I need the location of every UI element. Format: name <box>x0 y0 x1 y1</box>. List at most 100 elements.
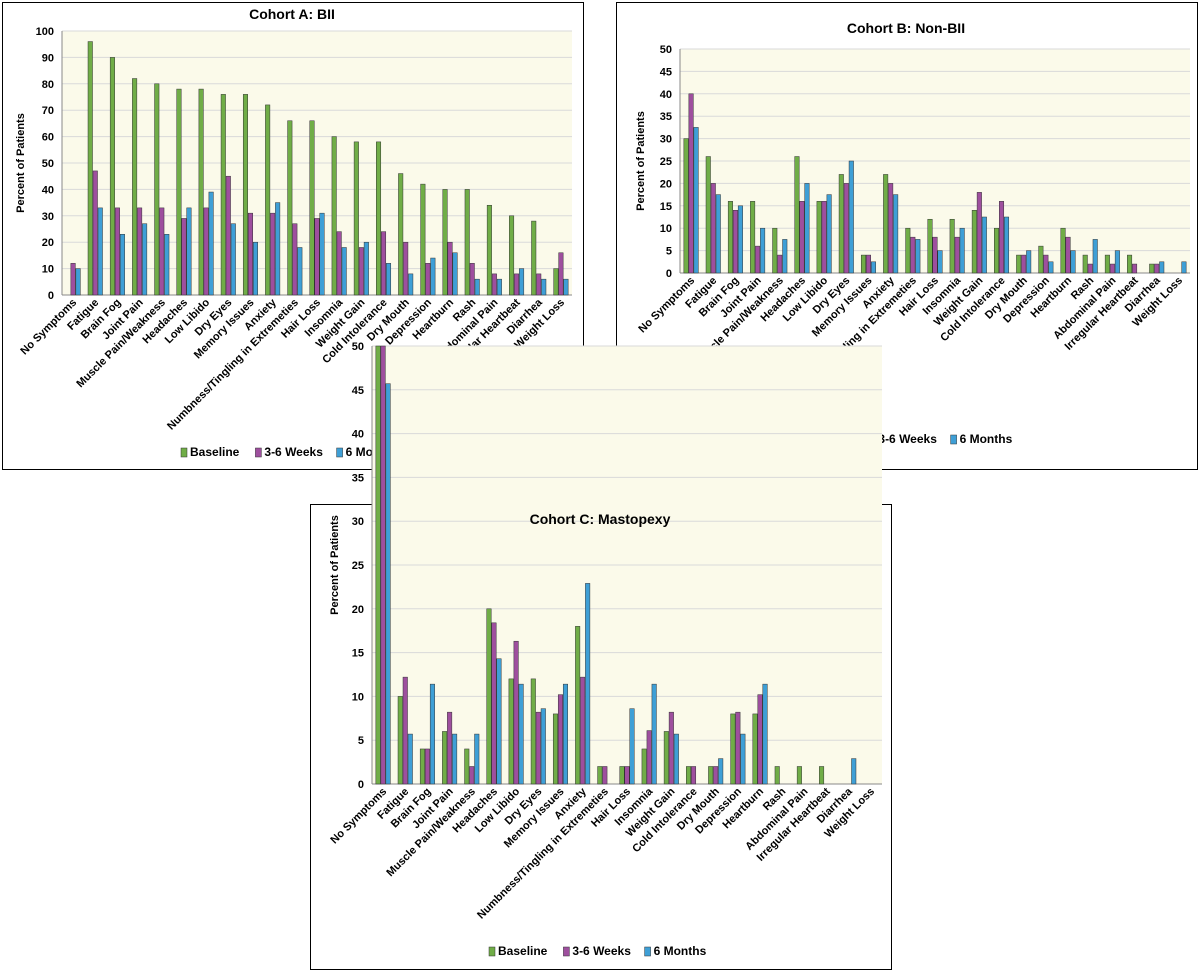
bar <box>447 711 453 785</box>
bar <box>486 608 492 785</box>
bar <box>715 194 721 274</box>
bar <box>535 711 541 785</box>
bar <box>353 141 359 296</box>
bar <box>536 273 542 296</box>
bar <box>474 733 480 785</box>
y-tick-label: 60 <box>42 132 54 144</box>
bar <box>757 694 763 785</box>
bar <box>718 758 724 785</box>
y-tick-label: 35 <box>660 111 672 123</box>
bar <box>937 250 943 274</box>
bar <box>619 766 625 785</box>
bar <box>668 711 674 785</box>
bar <box>381 231 387 296</box>
y-tick-label: 0 <box>48 290 54 302</box>
y-tick-label: 25 <box>660 156 672 168</box>
bar <box>407 733 413 785</box>
bar <box>870 261 876 274</box>
legend-label: 3-6 Weeks <box>878 432 937 446</box>
bar <box>1048 261 1054 274</box>
bar <box>688 93 694 274</box>
chart-title: Cohort A: BII <box>249 6 335 22</box>
bar <box>1132 263 1138 274</box>
bar <box>220 94 226 296</box>
bar <box>297 247 303 296</box>
legend-swatch <box>488 946 496 957</box>
bar <box>109 57 115 296</box>
bar <box>265 104 271 296</box>
bar <box>755 245 761 274</box>
bar <box>1114 250 1120 274</box>
chart-2: 0 5 10 15 20 25 30 35 40 45 50 Cohort C: Mastopexy P… <box>328 341 882 958</box>
bar <box>70 263 76 296</box>
bar <box>826 194 832 274</box>
legend-label: 3-6 Weeks <box>572 944 631 958</box>
bar <box>893 194 899 274</box>
legend-swatch <box>180 447 188 458</box>
bar <box>519 268 525 296</box>
y-tick-label: 15 <box>660 201 672 213</box>
bar <box>602 766 608 785</box>
bar <box>292 223 298 296</box>
bar <box>804 183 810 274</box>
bar <box>624 766 630 785</box>
y-tick-label: 10 <box>660 223 672 235</box>
bar <box>376 141 382 296</box>
legend-label: Baseline <box>498 944 548 958</box>
bar <box>358 247 364 296</box>
bar <box>309 120 315 296</box>
bar <box>452 733 458 785</box>
y-tick-label: 15 <box>352 648 364 660</box>
bar <box>1060 227 1066 274</box>
bar <box>762 683 768 785</box>
bar <box>198 88 204 296</box>
y-tick-label: 90 <box>42 52 54 64</box>
y-tick-label: 10 <box>42 264 54 276</box>
chart-title: Cohort B: Non-BII <box>847 20 965 36</box>
bar <box>740 733 746 785</box>
bar <box>915 239 921 274</box>
bar <box>275 202 281 296</box>
y-tick-label: 20 <box>42 237 54 249</box>
bar <box>1038 245 1044 274</box>
bar <box>663 731 669 785</box>
bar <box>910 236 916 274</box>
y-tick-label: 70 <box>42 105 54 117</box>
bar <box>541 278 547 296</box>
bar <box>1070 250 1076 274</box>
bar <box>419 748 425 785</box>
bar <box>270 212 276 296</box>
bar <box>464 748 470 785</box>
bar <box>164 234 170 296</box>
bar <box>491 273 497 296</box>
y-tick-label: 5 <box>358 735 364 747</box>
bar <box>651 683 657 785</box>
legend-label: 6 Months <box>654 944 707 958</box>
y-tick-label: 20 <box>660 178 672 190</box>
legend-swatch <box>644 946 651 957</box>
bar <box>331 136 337 296</box>
bar <box>336 231 342 296</box>
bar <box>708 766 714 785</box>
bar <box>408 273 414 296</box>
bar <box>575 626 581 785</box>
bar <box>530 678 536 785</box>
y-tick-label: 100 <box>36 26 54 38</box>
bar <box>883 174 889 274</box>
y-tick-label: 45 <box>660 66 672 78</box>
bar <box>474 278 480 296</box>
bar <box>750 201 756 274</box>
bar <box>397 696 403 785</box>
bar <box>430 257 436 296</box>
bar <box>119 234 125 296</box>
bar <box>509 215 515 296</box>
bar <box>673 733 679 785</box>
y-axis-label: Percent of Patients <box>635 111 647 211</box>
bar <box>563 278 569 296</box>
bar <box>735 711 741 785</box>
bar <box>760 227 766 274</box>
bar <box>774 766 780 785</box>
bar <box>230 223 236 296</box>
bar <box>469 766 475 785</box>
bar <box>398 173 404 296</box>
